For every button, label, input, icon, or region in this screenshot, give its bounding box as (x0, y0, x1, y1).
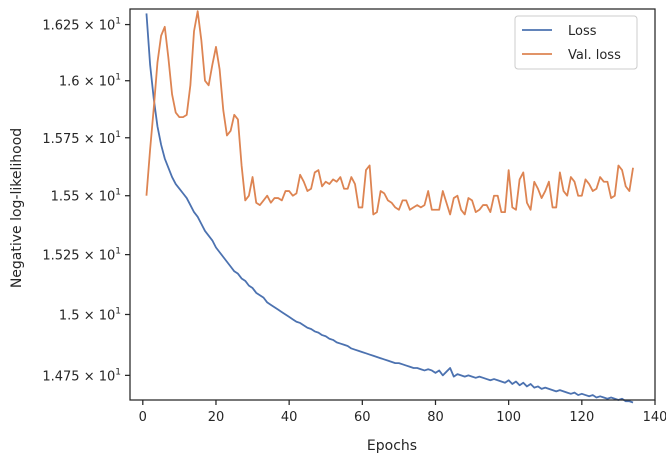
series-layer (145, 10, 634, 404)
y-axis: 1.475 × 101 1.5 × 101 1.525 × 101 1.55 × 10… (42, 17, 130, 384)
plot-frame (129, 8, 656, 401)
x-axis: 0 20 40 60 80 100 120 140 (139, 400, 666, 425)
x-tick-label: 140 (643, 410, 666, 425)
x-tick-label: 100 (496, 410, 521, 425)
x-tick-label: 60 (354, 410, 371, 425)
y-tick-label: 1.625 × 101 (42, 17, 121, 34)
x-tick-label: 20 (208, 410, 225, 425)
x-tick-label: 0 (139, 410, 147, 425)
y-tick-label: 1.5 × 101 (59, 306, 121, 323)
y-tick-label: 1.525 × 101 (42, 247, 121, 264)
series-line-loss (145, 13, 634, 404)
y-tick-label: 1.55 × 101 (51, 188, 121, 205)
legend-label-loss: Loss (568, 24, 597, 39)
x-tick-label: 80 (427, 410, 444, 425)
series-line-val-loss (145, 10, 634, 216)
x-tick-label: 40 (281, 410, 298, 425)
y-tick-label: 1.6 × 101 (59, 73, 121, 90)
y-tick-label: 1.475 × 101 (42, 367, 121, 384)
x-axis-label: Epochs (367, 438, 417, 454)
legend: Loss Val. loss (514, 15, 638, 70)
legend-label-val-loss: Val. loss (568, 48, 621, 63)
x-tick-label: 120 (569, 410, 594, 425)
y-tick-label: 1.575 × 101 (42, 130, 121, 147)
y-axis-label: Negative log-likelihood (9, 128, 25, 288)
